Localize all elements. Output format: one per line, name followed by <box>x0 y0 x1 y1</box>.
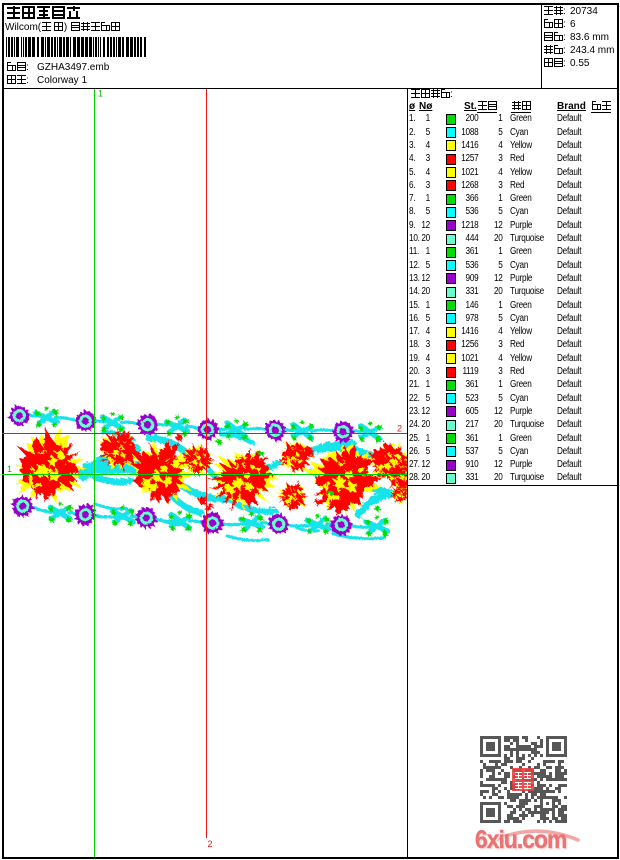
svg-text:2: 2 <box>397 424 402 434</box>
svg-text:2: 2 <box>208 839 213 849</box>
svg-text:1: 1 <box>98 89 103 99</box>
svg-text:1: 1 <box>7 464 12 474</box>
